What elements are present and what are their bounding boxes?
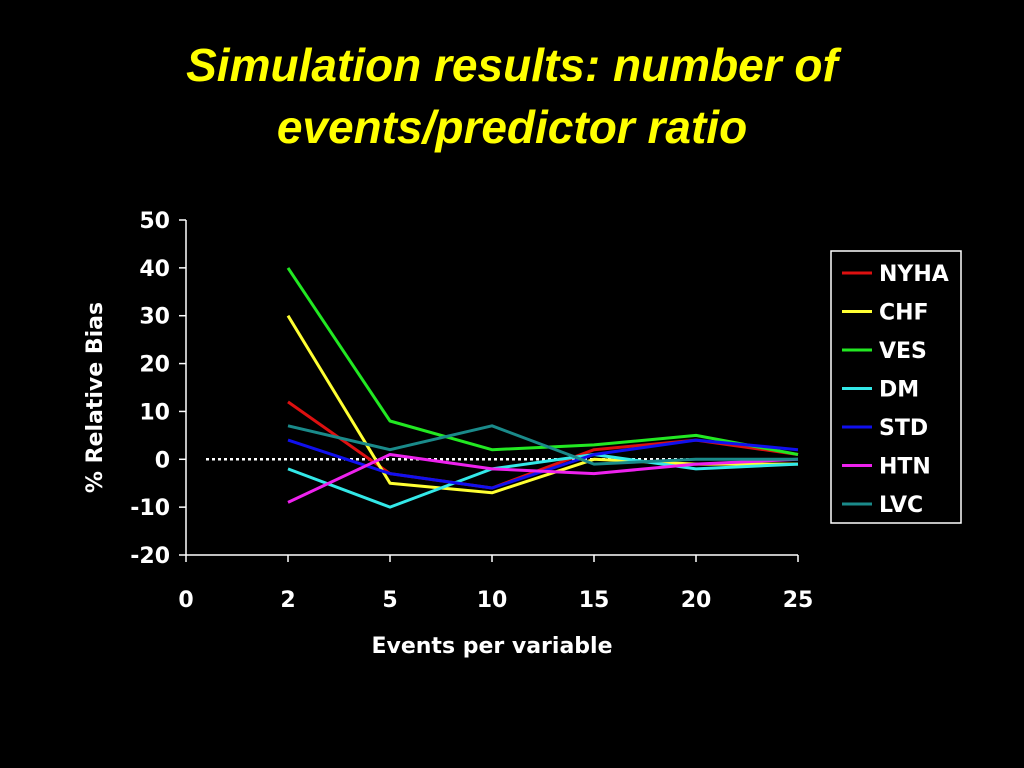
slide-title-line-2: events/predictor ratio bbox=[276, 101, 748, 153]
series-line-lvc bbox=[287, 424, 798, 466]
legend-label-htn: HTN bbox=[879, 455, 931, 480]
series-line-ves bbox=[286, 267, 799, 456]
series-line-dm bbox=[287, 453, 799, 509]
chart-legend: NYHA CHF VES DM STD HTN LVC bbox=[830, 250, 962, 524]
x-tick-label: 5 bbox=[382, 588, 397, 613]
y-tick-label: -10 bbox=[130, 496, 170, 521]
legend-label-ves: VES bbox=[879, 339, 927, 364]
legend-label-nyha: NYHA bbox=[879, 262, 949, 287]
slide-title-line-1: Simulation results: number of bbox=[186, 39, 838, 91]
legend-label-lvc: LVC bbox=[879, 493, 923, 518]
legend-label-chf: CHF bbox=[879, 301, 929, 326]
legend-label-std: STD bbox=[879, 416, 928, 441]
y-tick-label: 30 bbox=[139, 305, 170, 330]
y-tick-label: 10 bbox=[139, 400, 170, 425]
y-tick-label: -20 bbox=[130, 544, 170, 569]
x-tick-label: 20 bbox=[681, 588, 712, 613]
y-tick-label: 40 bbox=[139, 257, 170, 282]
slide-title: Simulation results: number of events/pre… bbox=[0, 34, 1024, 158]
x-tick-label: 15 bbox=[579, 588, 610, 613]
legend-label-dm: DM bbox=[879, 378, 919, 403]
y-tick-label: 20 bbox=[139, 353, 170, 378]
series-line-htn bbox=[287, 453, 799, 504]
x-axis-label: Events per variable bbox=[371, 634, 612, 659]
x-tick-label: 0 bbox=[178, 588, 193, 613]
y-axis-label: % Relative Bias bbox=[83, 302, 108, 493]
y-tick-label: 50 bbox=[139, 209, 170, 234]
x-tick-label: 25 bbox=[783, 588, 814, 613]
x-tick-label: 2 bbox=[280, 588, 295, 613]
y-tick-label: 0 bbox=[155, 448, 170, 473]
chart-series bbox=[286, 267, 799, 509]
x-tick-label: 10 bbox=[477, 588, 508, 613]
